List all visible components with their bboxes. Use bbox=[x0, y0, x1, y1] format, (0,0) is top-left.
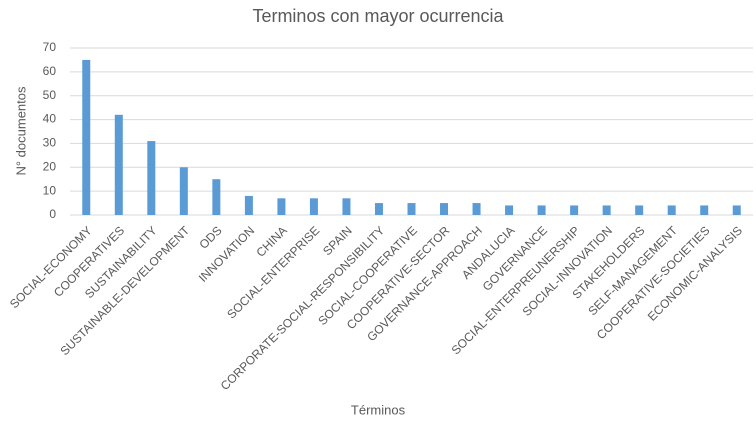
bar bbox=[635, 205, 644, 215]
bar bbox=[342, 198, 351, 215]
bar bbox=[244, 195, 253, 215]
bar bbox=[179, 167, 188, 215]
y-tick-label: 50 bbox=[43, 88, 57, 102]
bar bbox=[309, 198, 318, 215]
bar bbox=[602, 205, 611, 215]
bar bbox=[147, 141, 156, 215]
bar bbox=[732, 205, 741, 215]
bar bbox=[537, 205, 546, 215]
y-tick-label: 0 bbox=[49, 207, 56, 221]
bar bbox=[440, 203, 449, 215]
y-tick-label: 10 bbox=[43, 183, 57, 197]
bar bbox=[505, 205, 514, 215]
x-tick-label: ODS bbox=[196, 223, 224, 251]
y-tick-label: 20 bbox=[43, 159, 57, 173]
y-axis-label: N° documentos bbox=[13, 86, 28, 176]
bar bbox=[667, 205, 676, 215]
x-axis-label: Términos bbox=[351, 402, 406, 417]
bar bbox=[277, 198, 286, 215]
bar bbox=[212, 179, 221, 215]
chart-title: Terminos con mayor ocurrencia bbox=[252, 6, 504, 26]
bar bbox=[407, 203, 416, 215]
y-tick-label: 40 bbox=[43, 112, 57, 126]
bar bbox=[114, 114, 123, 215]
y-tick-label: 30 bbox=[43, 136, 57, 150]
y-tick-label: 70 bbox=[43, 40, 57, 54]
bar bbox=[700, 205, 709, 215]
bar bbox=[82, 59, 91, 215]
bar bbox=[374, 203, 383, 215]
y-tick-label: 60 bbox=[43, 64, 57, 78]
bar bbox=[570, 205, 579, 215]
bar bbox=[472, 203, 481, 215]
